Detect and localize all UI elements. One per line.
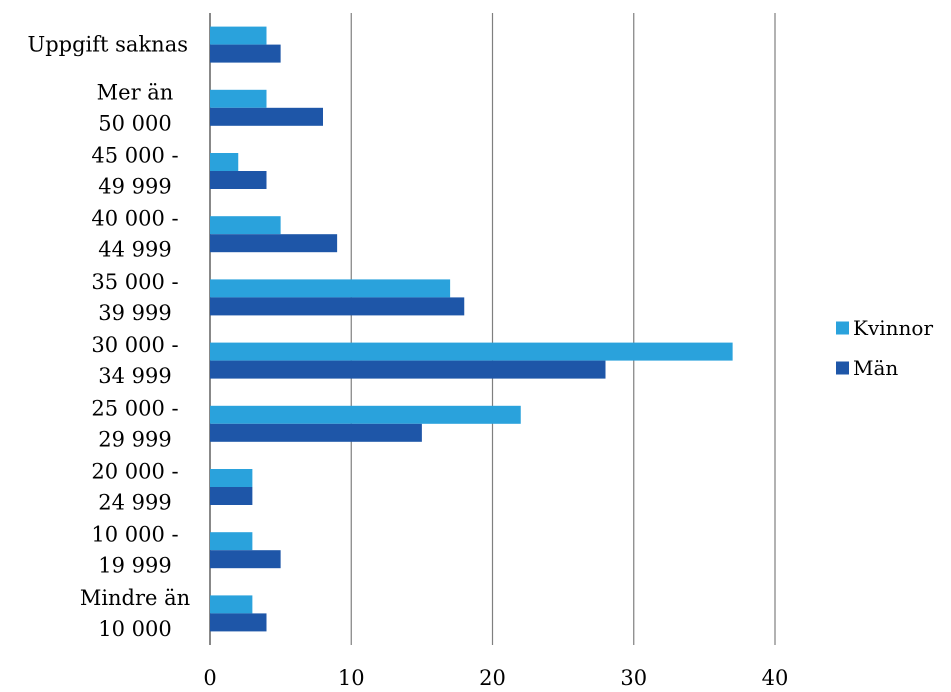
category-label: Mer än [97, 80, 174, 104]
bar-man [210, 550, 281, 569]
category-label: 45 000 - [91, 144, 178, 168]
bar-kvinnor [210, 26, 267, 45]
category-label: 30 000 - [91, 333, 178, 357]
bar-kvinnor [210, 469, 253, 487]
category-label: 10 000 [98, 617, 171, 641]
category-label: 29 999 [98, 427, 171, 451]
category-label: Mindre än [80, 586, 190, 610]
bars [210, 26, 733, 632]
bar-man [210, 360, 606, 379]
x-tick-labels: 0 10 20 30 40 [203, 666, 789, 690]
bar-man [210, 423, 422, 442]
category-label: 44 999 [98, 238, 171, 262]
bar-man [210, 44, 281, 63]
x-tick-label: 10 [338, 666, 365, 688]
x-tick-label: 20 [479, 666, 506, 688]
category-label: 50 000 [98, 111, 171, 135]
x-tick-label: 30 [620, 666, 647, 688]
bar-man [210, 107, 323, 126]
category-label: 20 000 - [91, 460, 178, 484]
bar-kvinnor [210, 405, 521, 424]
bar-kvinnor [210, 532, 253, 551]
category-label: 35 000 - [91, 270, 178, 294]
category-label: 19 999 [98, 554, 171, 578]
category-label: 24 999 [98, 491, 171, 515]
legend-swatch [836, 321, 849, 335]
category-label: Uppgift saknas [28, 33, 188, 57]
x-tick-label: 0 [203, 666, 216, 688]
legend: Kvinnor Män [836, 316, 933, 380]
bar-man [210, 613, 267, 632]
category-labels: Uppgift saknas Mer än 50 000 45 000 - 49 999… [28, 33, 191, 641]
category-label: 25 000 - [91, 396, 178, 420]
bar-man [210, 487, 253, 505]
bar-man [210, 171, 267, 189]
bar-kvinnor [210, 342, 733, 361]
category-label: 49 999 [98, 175, 171, 199]
category-label: 40 000 - [91, 207, 178, 231]
category-label: 39 999 [98, 301, 171, 325]
bar-kvinnor [210, 279, 451, 298]
bar-kvinnor [210, 595, 253, 614]
legend-label: Män [853, 356, 898, 380]
bar-man [210, 234, 338, 253]
legend-swatch [836, 361, 849, 375]
bar-kvinnor [210, 153, 239, 171]
category-label: 10 000 - [91, 523, 178, 547]
bar-man [210, 297, 465, 316]
category-label: 34 999 [98, 364, 171, 388]
x-tick-label: 40 [762, 666, 789, 688]
legend-label: Kvinnor [853, 316, 933, 340]
bar-kvinnor [210, 216, 281, 235]
bar-kvinnor [210, 89, 267, 108]
